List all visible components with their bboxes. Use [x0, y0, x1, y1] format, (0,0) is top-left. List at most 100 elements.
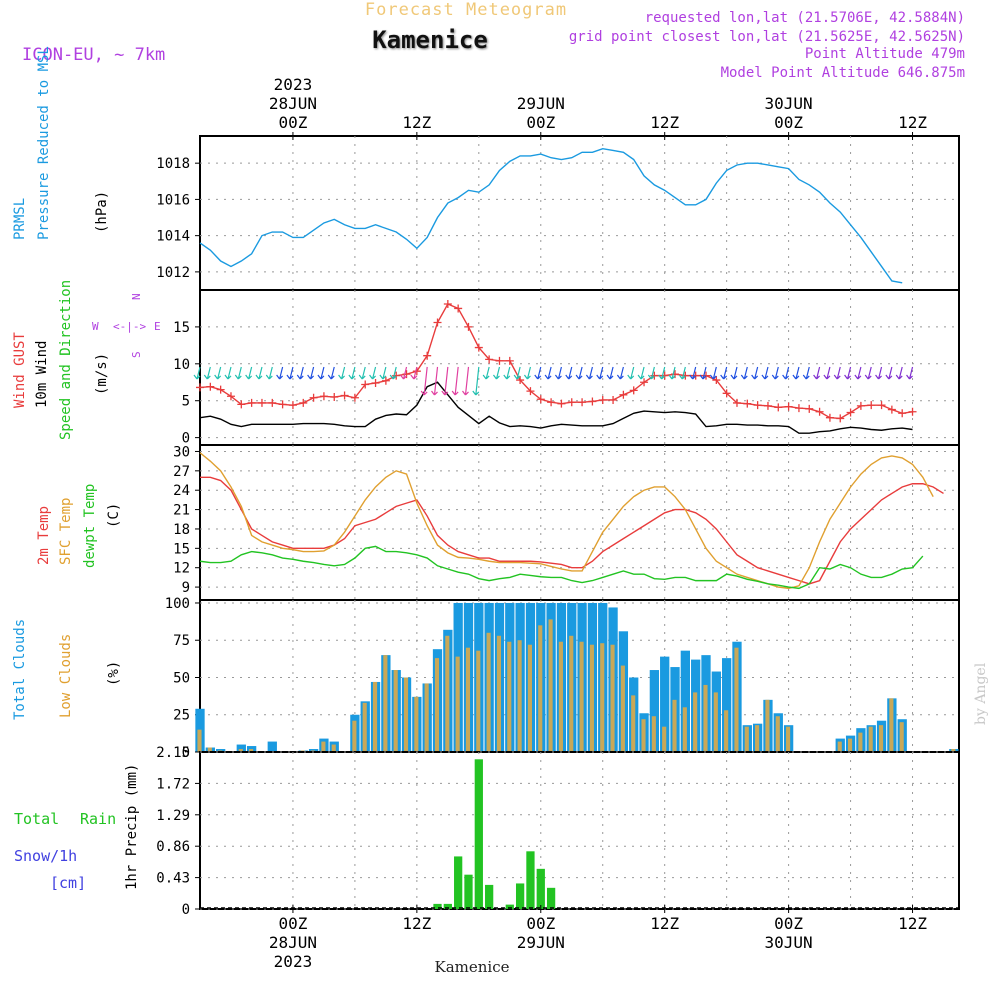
low-cloud-bar: [383, 655, 388, 752]
wind-direction-arrow: [906, 366, 914, 380]
y-tick-label: 0: [182, 431, 190, 447]
low-cloud-bar: [558, 641, 563, 752]
wind-direction-arrow: [193, 366, 201, 380]
wind-direction-arrow: [596, 366, 604, 380]
gust-marker: [288, 401, 297, 410]
gust-marker: [815, 407, 824, 416]
bottom-time-label: 12Z: [650, 914, 679, 933]
wind-direction-arrow: [286, 366, 294, 380]
wind-direction-arrow: [348, 366, 356, 380]
top-time-label: 12Z: [402, 113, 431, 132]
y-tick-label: 2.15: [156, 745, 190, 761]
wind-label-speed: Speed and Direction: [58, 280, 74, 440]
low-cloud-bar: [414, 696, 419, 752]
bottom-time-label: 30JUN: [765, 933, 813, 952]
gust-marker: [712, 376, 721, 385]
series-line-10m-wind: [199, 381, 913, 434]
gust-marker: [257, 398, 266, 407]
low-cloud-bar: [424, 683, 429, 752]
low-cloud-bar: [600, 643, 605, 752]
rain-bar: [526, 851, 535, 909]
gust-marker: [836, 414, 845, 423]
wind-direction-arrow: [265, 366, 273, 380]
grid-point-coords: grid point closest lon,lat (21.5625E, 42…: [569, 29, 965, 45]
low-cloud-bar: [403, 677, 409, 752]
low-cloud-bar: [331, 744, 336, 752]
rain-bar: [464, 874, 473, 909]
gust-marker: [443, 300, 452, 309]
total-cloud-bar: [680, 650, 690, 752]
wind-direction-arrow: [224, 366, 232, 380]
bottom-time-label: 29JUN: [517, 933, 565, 952]
wind-direction-arrow: [203, 366, 211, 380]
temp-label-dew: dewpt Temp: [82, 484, 98, 568]
low-cloud-bar: [527, 644, 532, 752]
low-cloud-bar: [465, 647, 471, 752]
wind-direction-arrow: [751, 366, 759, 380]
wind-panel-labels: Wind GUST 10m Wind Speed and Direction (…: [12, 280, 161, 440]
cloud-label-total: Total Clouds: [12, 619, 28, 720]
gust-marker: [588, 397, 597, 406]
y-tick-label: 10: [173, 357, 190, 373]
wind-direction-arrow: [833, 366, 841, 380]
wind-direction-arrow: [369, 366, 377, 380]
wind-direction-arrow: [544, 366, 552, 380]
low-cloud-bar: [238, 749, 243, 752]
rain-label-snow: Snow/1h: [14, 847, 77, 865]
total-cloud-bar: [722, 658, 732, 752]
wind-direction-arrow: [565, 366, 573, 380]
low-cloud-bar: [889, 698, 894, 752]
gust-marker: [557, 399, 566, 408]
low-cloud-bar: [362, 702, 367, 752]
y-tick-label: 1.29: [156, 808, 190, 824]
pressure-label-prmsl: PRMSL: [12, 198, 28, 240]
wind-direction-arrow: [854, 366, 862, 380]
total-cloud-bar: [649, 670, 660, 752]
wind-label-unit: (m/s): [94, 353, 110, 395]
y-tick-label: 12: [173, 561, 190, 577]
panel-frame: [199, 751, 960, 910]
total-cloud-bar: [308, 749, 319, 752]
gust-marker: [226, 392, 235, 401]
wind-direction-arrow: [462, 366, 470, 396]
gust-marker: [722, 389, 731, 398]
y-tick-label: 1.72: [156, 776, 190, 792]
low-cloud-bar: [589, 644, 594, 752]
top-time-label: 00Z: [526, 113, 555, 132]
panel-3: 0 25 50 75 100: [165, 596, 960, 761]
y-tick-label: 1018: [156, 156, 190, 172]
y-tick-label: 0.43: [156, 871, 190, 887]
gust-marker: [485, 355, 494, 364]
y-tick-label: 100: [165, 596, 190, 612]
y-tick-label: 25: [173, 708, 190, 724]
wind-direction-arrow: [813, 366, 821, 380]
rain-bar: [485, 884, 494, 909]
low-cloud-bar: [775, 716, 780, 752]
series-line-prmsl: [199, 147, 903, 284]
gust-marker: [774, 403, 783, 412]
wind-direction-arrow: [482, 366, 490, 380]
pressure-label-desc: Pressure Reduced to MSL: [36, 46, 52, 240]
wind-direction-arrow: [255, 366, 263, 380]
requested-coords: requested lon,lat (21.5706E, 42.5884N): [645, 10, 965, 26]
cloud-panel-labels: Total Clouds Low Clouds (%): [12, 619, 122, 720]
rain-label-unit: 1hr Precip (mm): [124, 764, 140, 890]
wind-direction-arrow: [761, 366, 769, 380]
low-cloud-bar: [548, 619, 553, 752]
low-cloud-bar: [507, 641, 512, 752]
low-cloud-bar: [713, 692, 718, 752]
rain-bar: [474, 759, 483, 909]
panel-4: 0 0.43 0.86 1.29 1.72 2.15: [156, 745, 960, 918]
y-tick-label: 1014: [156, 229, 190, 245]
low-cloud-bar: [569, 635, 574, 752]
wind-direction-arrow: [379, 366, 387, 380]
bottom-time-label: 12Z: [402, 914, 431, 933]
wind-direction-arrow: [771, 366, 779, 380]
low-cloud-bar: [476, 650, 481, 752]
y-tick-label: 15: [173, 541, 190, 557]
bottom-time-label: 28JUN: [269, 933, 317, 952]
gust-marker: [794, 404, 803, 413]
wind-direction-arrow: [844, 366, 852, 380]
gust-marker: [846, 408, 855, 417]
low-cloud-bar: [868, 726, 873, 752]
